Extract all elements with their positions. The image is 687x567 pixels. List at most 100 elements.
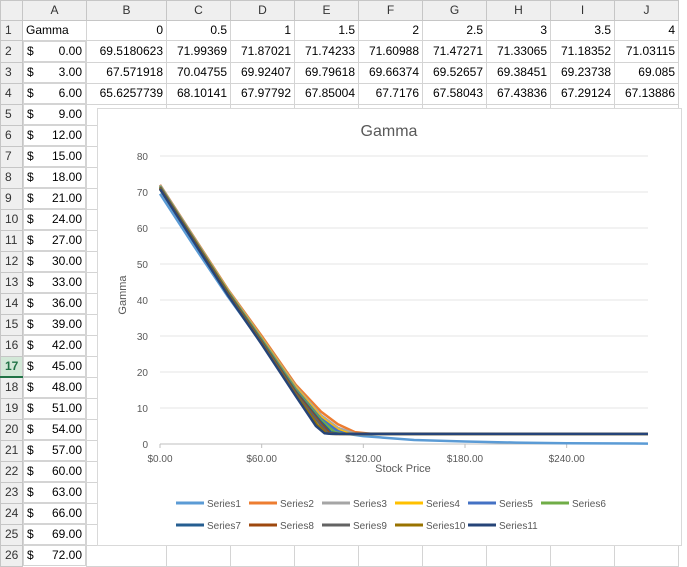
cell-e[interactable]: 71.74233	[294, 40, 359, 63]
row-header[interactable]: 18	[0, 376, 23, 399]
row-header[interactable]: 22	[0, 460, 23, 483]
cell-a[interactable]: $57.00	[23, 440, 86, 461]
cell-j[interactable]: 69.085	[614, 61, 679, 84]
cell-b[interactable]: 0	[86, 20, 167, 41]
cell-f[interactable]	[358, 544, 423, 567]
cell-j[interactable]	[614, 544, 679, 567]
cell-h[interactable]: 3	[486, 20, 551, 41]
cell-i[interactable]: 71.18352	[550, 40, 615, 63]
cell-b[interactable]	[86, 544, 167, 567]
column-header[interactable]: I	[550, 0, 615, 21]
cell-c[interactable]: 68.10141	[166, 82, 231, 105]
row-header[interactable]: 25	[0, 523, 23, 546]
legend-item[interactable]: Series9	[322, 521, 387, 532]
cell-a[interactable]: $27.00	[23, 230, 86, 251]
legend-item[interactable]: Series3	[322, 499, 387, 510]
cell-a[interactable]: $39.00	[23, 314, 86, 335]
cell-a[interactable]: $6.00	[23, 83, 86, 104]
legend-item[interactable]: Series1	[176, 499, 241, 510]
cell-j[interactable]: 71.03115	[614, 40, 679, 63]
cell-b[interactable]: 65.6257739	[86, 82, 167, 105]
column-header[interactable]: C	[166, 0, 231, 21]
cell-a[interactable]: $66.00	[23, 503, 86, 524]
row-header[interactable]: 7	[0, 145, 23, 168]
column-header[interactable]: F	[358, 0, 423, 21]
row-header[interactable]: 8	[0, 166, 23, 189]
cell-a[interactable]: $51.00	[23, 398, 86, 419]
legend-item[interactable]: Series10	[395, 521, 466, 532]
cell-d[interactable]: 1	[230, 20, 295, 41]
cell-a[interactable]: $54.00	[23, 419, 86, 440]
row-header[interactable]: 5	[0, 103, 23, 126]
cell-b[interactable]: 67.571918	[86, 61, 167, 84]
cell-e[interactable]: 1.5	[294, 20, 359, 41]
cell-f[interactable]: 69.66374	[358, 61, 423, 84]
series-line-5[interactable]	[158, 185, 648, 436]
cell-e[interactable]: 67.85004	[294, 82, 359, 105]
row-header[interactable]: 24	[0, 502, 23, 525]
series-line-1[interactable]	[158, 193, 649, 445]
cell-a[interactable]: $9.00	[23, 104, 86, 125]
series-line-2[interactable]	[158, 184, 648, 436]
cell-a[interactable]: $30.00	[23, 251, 86, 272]
cell-d[interactable]: 71.87021	[230, 40, 295, 63]
cell-b[interactable]: 69.5180623	[86, 40, 167, 63]
cell-a[interactable]: $42.00	[23, 335, 86, 356]
row-header[interactable]: 10	[0, 208, 23, 231]
chart-legend[interactable]: Series1 Series2 Series3 Series4 Series5 Serie…	[176, 499, 606, 532]
cell-g[interactable]: 2.5	[422, 20, 487, 41]
row-header[interactable]: 14	[0, 292, 23, 315]
legend-item[interactable]: Series8	[249, 521, 314, 532]
cell-i[interactable]: 69.23738	[550, 61, 615, 84]
column-header[interactable]: D	[230, 0, 295, 21]
series-line-10[interactable]	[158, 188, 648, 436]
row-header[interactable]: 23	[0, 481, 23, 504]
cell-a[interactable]: $48.00	[23, 377, 86, 398]
row-header[interactable]: 19	[0, 397, 23, 420]
row-header[interactable]: 20	[0, 418, 23, 441]
series-line-9[interactable]	[158, 187, 648, 436]
series-line-4[interactable]	[158, 185, 648, 436]
cell-a[interactable]: $36.00	[23, 293, 86, 314]
row-header[interactable]: 1	[0, 20, 23, 41]
legend-item[interactable]: Series6	[541, 499, 606, 510]
cell-g[interactable]: 71.47271	[422, 40, 487, 63]
cell-j[interactable]: 4	[614, 20, 679, 41]
row-header[interactable]: 21	[0, 439, 23, 462]
cell-a[interactable]: $18.00	[23, 167, 86, 188]
cell-a[interactable]: Gamma	[22, 20, 87, 41]
cell-h[interactable]: 69.38451	[486, 61, 551, 84]
cell-a[interactable]: $60.00	[23, 461, 86, 482]
cell-a[interactable]: $45.00	[23, 356, 86, 377]
chart-container[interactable]: Gamma 0 10 20 30 40 50 60 70 80 $0.00 $60.00 $120.…	[97, 108, 682, 546]
row-header[interactable]: 3	[0, 61, 23, 84]
legend-item[interactable]: Series4	[395, 499, 460, 510]
cell-a[interactable]: $24.00	[23, 209, 86, 230]
row-header[interactable]: 11	[0, 229, 23, 252]
select-all-corner[interactable]	[0, 0, 23, 21]
column-header[interactable]: B	[86, 0, 167, 21]
column-header[interactable]: J	[614, 0, 679, 21]
cell-h[interactable]	[486, 544, 551, 567]
row-header[interactable]: 6	[0, 124, 23, 147]
cell-f[interactable]: 2	[358, 20, 423, 41]
legend-item[interactable]: Series11	[468, 521, 538, 532]
row-header[interactable]: 26	[0, 544, 23, 567]
legend-item[interactable]: Series7	[176, 521, 241, 532]
cell-e[interactable]: 69.79618	[294, 61, 359, 84]
row-header[interactable]: 12	[0, 250, 23, 273]
cell-c[interactable]: 0.5	[166, 20, 231, 41]
row-header[interactable]: 17	[0, 355, 23, 378]
row-header[interactable]: 4	[0, 82, 23, 105]
cell-g[interactable]	[422, 544, 487, 567]
cell-d[interactable]: 67.97792	[230, 82, 295, 105]
cell-h[interactable]: 67.43836	[486, 82, 551, 105]
cell-f[interactable]: 71.60988	[358, 40, 423, 63]
cell-i[interactable]: 3.5	[550, 20, 615, 41]
column-header[interactable]: E	[294, 0, 359, 21]
cell-g[interactable]: 67.58043	[422, 82, 487, 105]
cell-c[interactable]: 70.04755	[166, 61, 231, 84]
column-header[interactable]: A	[22, 0, 87, 21]
cell-g[interactable]: 69.52657	[422, 61, 487, 84]
legend-item[interactable]: Series5	[468, 499, 533, 510]
